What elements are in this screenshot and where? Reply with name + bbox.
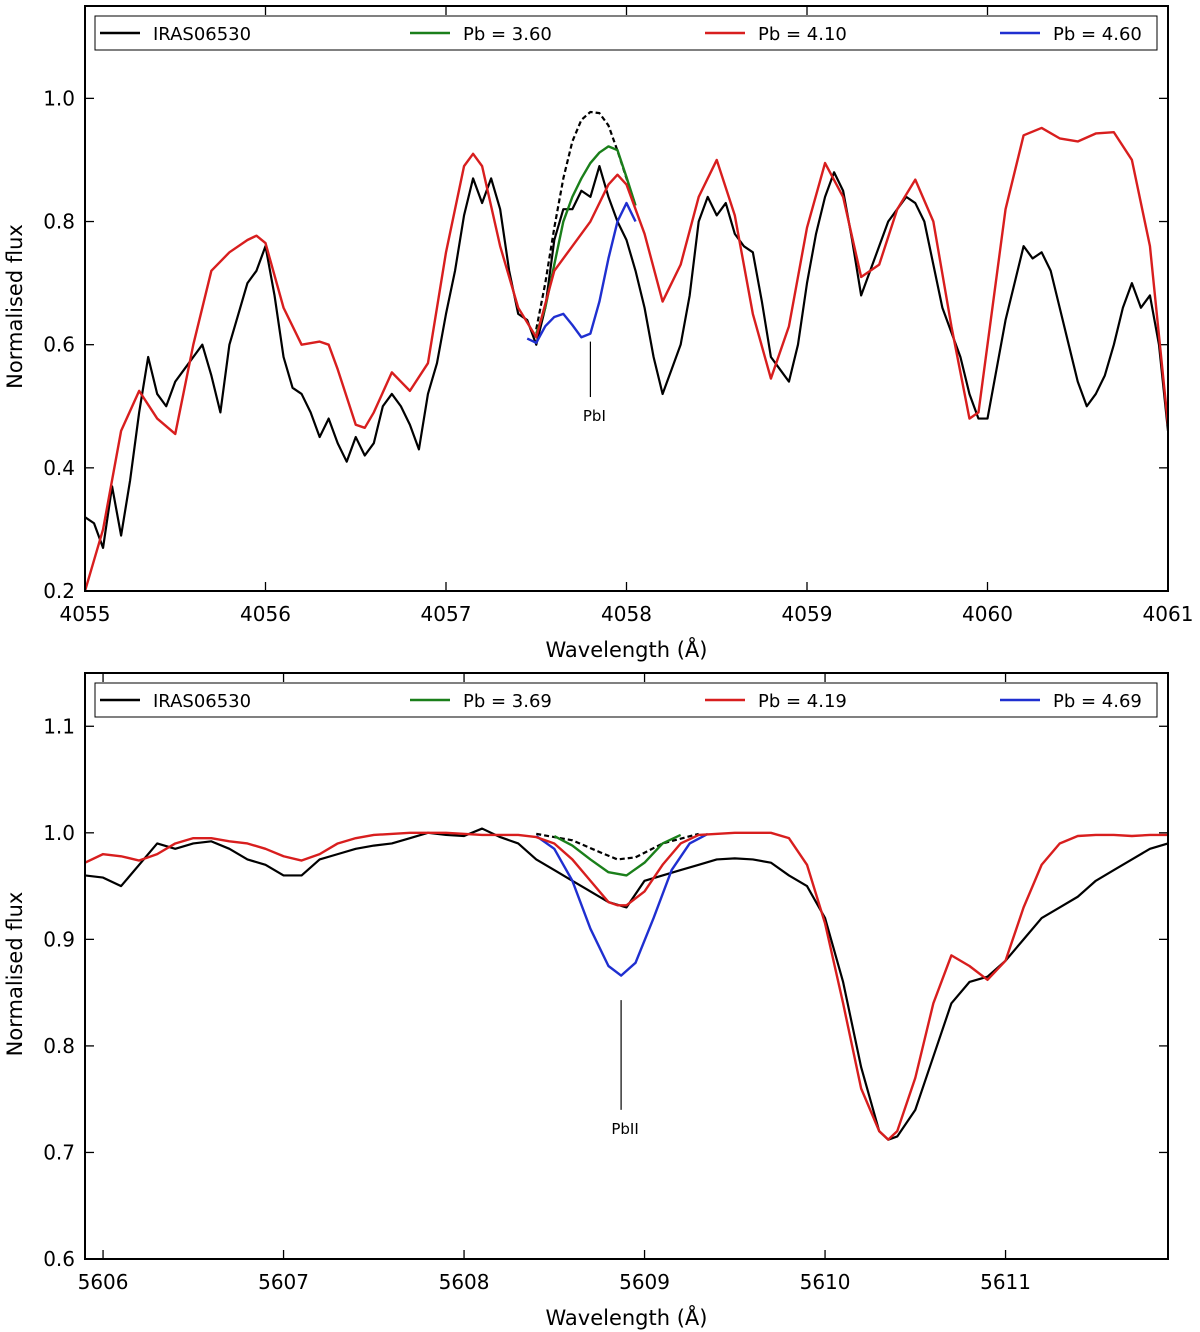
x-axis-label: Wavelength (Å) bbox=[545, 1304, 707, 1330]
y-tick-label: 0.6 bbox=[43, 333, 75, 357]
y-tick-label: 0.2 bbox=[43, 579, 75, 603]
series-pb-4-69 bbox=[535, 832, 709, 977]
annotation-label: PbII bbox=[611, 1120, 638, 1138]
x-tick-label: 4055 bbox=[60, 602, 111, 626]
x-tick-label: 4059 bbox=[782, 602, 833, 626]
x-tick-label: 4060 bbox=[962, 602, 1013, 626]
series-pb-3-69 bbox=[553, 833, 682, 877]
chart-panel-2: 5606 5607 5608 5609 5610 5611 0.6 0.7 0.8 0.9 1.0 1… bbox=[3, 672, 1169, 1330]
series-iras06530 bbox=[85, 165, 1168, 549]
legend-entry: Pb = 3.60 bbox=[463, 24, 552, 45]
legend-entry: Pb = 3.69 bbox=[463, 691, 552, 712]
x-tick-label: 5608 bbox=[439, 1270, 490, 1294]
legend-entry: Pb = 4.60 bbox=[1053, 24, 1142, 45]
legend-entry: Pb = 4.69 bbox=[1053, 691, 1142, 712]
legend-box bbox=[94, 15, 1158, 51]
x-tick-label: 5606 bbox=[78, 1270, 129, 1294]
y-tick-label: 0.4 bbox=[43, 456, 75, 480]
y-tick-label: 1.1 bbox=[43, 714, 75, 738]
plot-frame bbox=[84, 5, 1169, 592]
legend-box bbox=[94, 682, 1158, 718]
series-reference-dotted bbox=[535, 110, 637, 330]
legend-entry: IRAS06530 bbox=[153, 691, 251, 712]
legend-entry: Pb = 4.19 bbox=[758, 691, 847, 712]
y-tick-label: 1.0 bbox=[43, 821, 75, 845]
plot-frame bbox=[84, 672, 1169, 1260]
x-tick-label: 4058 bbox=[601, 602, 652, 626]
x-tick-label: 5610 bbox=[800, 1270, 851, 1294]
plot-area bbox=[85, 827, 1168, 1141]
y-axis-label: Normalised flux bbox=[3, 892, 27, 1057]
plot-area bbox=[85, 110, 1168, 591]
x-tick-label: 4056 bbox=[240, 602, 291, 626]
x-tick-label: 5607 bbox=[258, 1270, 309, 1294]
y-tick-label: 0.8 bbox=[43, 1034, 75, 1058]
x-tick-label: 5611 bbox=[980, 1270, 1031, 1294]
legend-entry: Pb = 4.10 bbox=[758, 24, 847, 45]
y-tick-label: 0.6 bbox=[43, 1247, 75, 1271]
chart-panel-1: 4055 4056 4057 4058 4059 4060 4061 0.2 0.4 0.6 0.8… bbox=[3, 5, 1194, 662]
x-tick-label: 4057 bbox=[421, 602, 472, 626]
series-pb-4-19 bbox=[85, 831, 1168, 1141]
series-reference-dotted bbox=[536, 832, 699, 861]
y-tick-label: 0.7 bbox=[43, 1140, 75, 1164]
series-pb-3-60 bbox=[535, 145, 637, 334]
series-pb-4-60 bbox=[526, 201, 637, 345]
annotation-label: PbI bbox=[583, 407, 606, 425]
y-axis-label: Normalised flux bbox=[3, 224, 27, 389]
legend: IRAS06530 Pb = 3.60 Pb = 4.10 Pb = 4.60 bbox=[94, 15, 1158, 51]
x-tick-label: 5609 bbox=[619, 1270, 670, 1294]
x-tick-label: 4061 bbox=[1143, 602, 1194, 626]
y-tick-label: 0.8 bbox=[43, 210, 75, 234]
series-pb-4-10 bbox=[85, 126, 1168, 591]
y-tick-label: 0.9 bbox=[43, 927, 75, 951]
legend-entry: IRAS06530 bbox=[153, 24, 251, 45]
x-axis-label: Wavelength (Å) bbox=[545, 636, 707, 662]
y-tick-label: 1.0 bbox=[43, 86, 75, 110]
legend: IRAS06530 Pb = 3.69 Pb = 4.19 Pb = 4.69 bbox=[94, 682, 1158, 718]
